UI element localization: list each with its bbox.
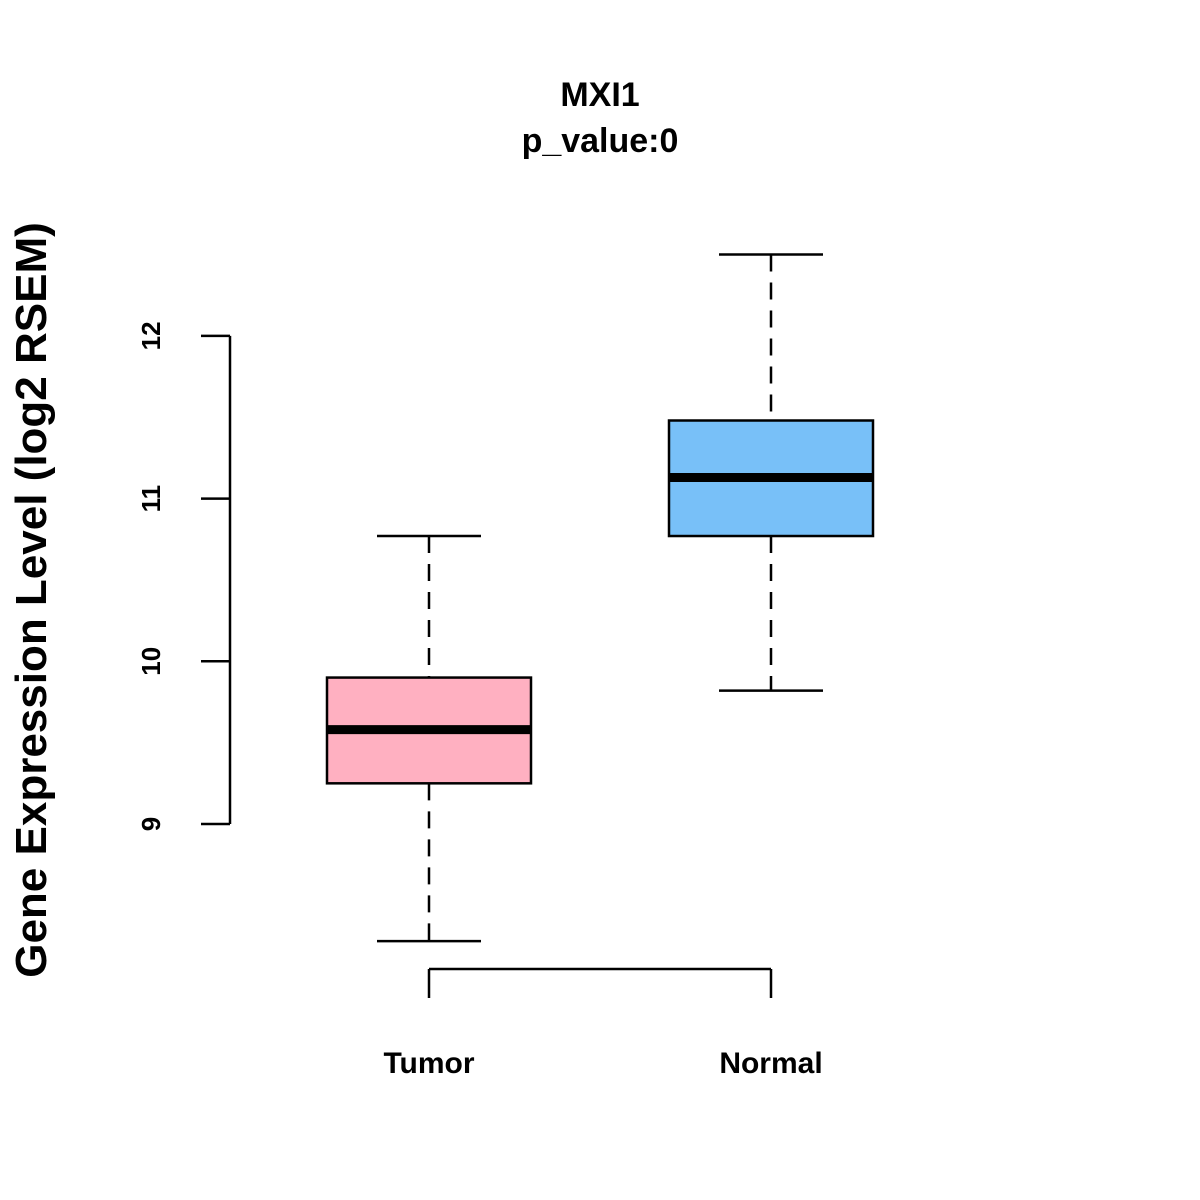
y-axis-label: Gene Expression Level (log2 RSEM) (7, 222, 56, 978)
chart-title: MXI1 (560, 76, 639, 114)
x-axis: Tumor Normal (383, 967, 823, 1080)
y-axis: 9 10 11 12 (136, 321, 232, 831)
box-group-tumor (325, 534, 533, 943)
y-tick-label: 10 (136, 647, 166, 676)
y-tick-label: 9 (136, 817, 166, 831)
x-tick-label: Normal (719, 1047, 822, 1080)
chart-subtitle: p_value:0 (522, 122, 679, 160)
y-tick-label: 11 (136, 485, 166, 512)
x-tick-label: Tumor (383, 1047, 474, 1080)
box-plots (325, 253, 875, 943)
box-group-normal (667, 253, 875, 692)
y-tick-label: 12 (136, 321, 166, 350)
